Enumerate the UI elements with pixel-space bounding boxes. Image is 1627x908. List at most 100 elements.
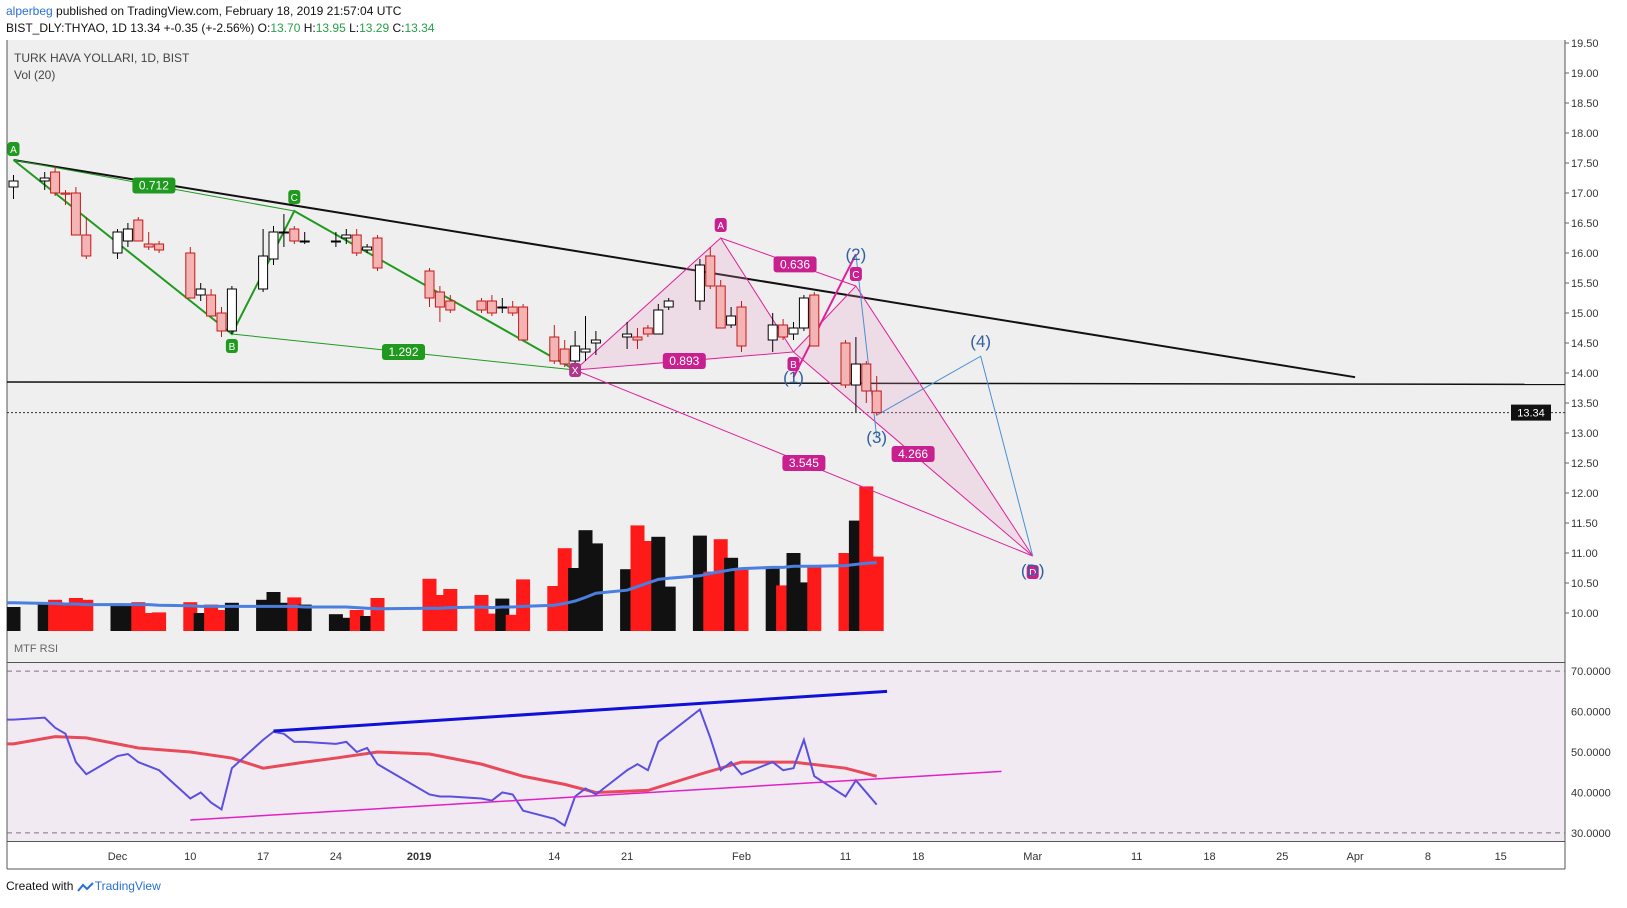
candle-body [788,327,799,335]
time-tick-label: Apr [1347,851,1364,863]
publish-info: alperbeg published on TradingView.com, F… [6,4,401,18]
candle-body [206,294,217,317]
candle-body [195,288,206,296]
low-label: L: [345,21,360,35]
rsi-indicator [7,670,1565,834]
pink-point-label: B [790,360,797,371]
green-point-label-bg [225,339,238,353]
candle-body [226,288,237,332]
candle-body [715,285,726,329]
time-axis[interactable] [7,841,1565,869]
wave-leg [792,253,857,378]
green-ratio-label: 1.292 [388,345,418,359]
candle-body [590,339,601,344]
time-tick-label: 10 [184,851,196,863]
green-ratio-label-bg [132,177,176,194]
candle-body [622,333,633,338]
candle-body [8,180,19,188]
time-tick-label: 2019 [407,851,431,863]
price-tick-label: 14.00 [1571,368,1599,380]
wave-label: (1) [783,368,804,387]
price-tick-label: 17.00 [1571,188,1599,200]
tradingview-logo-icon [76,882,94,892]
time-tick-label: 14 [548,851,560,863]
candle-body [39,177,50,182]
rsi-tick-label: 30.0000 [1571,828,1611,840]
pink-ratio-label: 0.893 [669,354,699,368]
pink-point-label: D [1029,568,1036,579]
price-tick-label: 11.50 [1571,518,1598,530]
rsi-tick-label: 40.0000 [1571,787,1611,799]
price-tick-label: 10.00 [1571,608,1599,620]
high-label: H: [300,21,316,35]
candle-body [850,363,861,386]
time-tick-label: Mar [1023,851,1042,863]
volume-bar [152,612,167,631]
green-point-label: B [229,342,236,353]
candle-body [289,228,300,242]
candle-body [559,348,570,365]
volume-ma-line [7,561,877,611]
volume-ma [7,561,877,611]
pink-point-label-bg [714,218,727,232]
candle-body [133,219,144,242]
pink-point-label-bg [787,357,800,371]
rsi-tick-label: 70.0000 [1571,666,1611,678]
open-label: O: [257,21,271,35]
time-tick-label: 11 [840,851,851,863]
last-price-tag: 13.34 [1517,408,1545,420]
pink-ratio-label-bg [662,353,706,369]
pattern-labels: A B C X A B C D 0.712 1.292 0.636 0.893 3.545 4.266 (1… [7,142,1551,580]
price-tick-label: 12.50 [1571,458,1599,470]
tradingview-link[interactable]: TradingView [94,879,161,893]
candle-body [486,300,497,314]
candle-body [330,240,341,243]
volume-bar [370,598,385,631]
candle-body [372,237,383,269]
pink-point-label-bg [1026,565,1039,579]
time-tick-label: 18 [912,851,924,863]
volume-bar [443,589,458,631]
rsi-support-line [190,770,1002,821]
candle-body [871,390,882,414]
price-tick-label: 13.50 [1571,398,1599,410]
time-tick-label: 17 [257,851,269,863]
price-tick-label: 14.50 [1571,338,1599,350]
candle-body [653,309,664,335]
time-tick-label: 21 [621,851,633,863]
time-tick-label: 15 [1495,851,1507,863]
candle-body [726,315,737,326]
price-tick-label: 18.00 [1571,128,1599,140]
candle-body [268,231,279,260]
candle-body [663,300,674,308]
time-tick-label: 25 [1276,851,1288,863]
rsi-pane[interactable] [7,663,1565,841]
low-value: 13.29 [359,21,390,35]
open-value: 13.70 [270,21,301,35]
rsi-legend: MTF RSI [14,643,58,655]
price-axis[interactable] [1565,40,1627,869]
price-pane[interactable] [7,40,1565,662]
price-tick-label: 15.50 [1571,278,1599,290]
volume-bar [734,569,749,631]
candle-body [258,255,269,290]
candle-body [570,345,581,362]
pink-point-label: A [717,221,724,232]
candle-body [424,270,435,299]
candles [8,166,882,416]
upper-trend-line [13,159,1356,379]
candle-body [809,294,820,347]
author-link[interactable]: alperbeg [6,4,53,18]
time-tick-label: Feb [732,851,751,863]
candle-body [580,348,591,353]
pink-ratio-label-bg [773,256,817,273]
pink-ratio-label: 3.545 [789,456,819,470]
candle-body [351,234,362,254]
rsi-line [7,707,878,828]
candle-body [143,243,154,248]
green-point-label: A [10,145,17,156]
wave-label: (2) [846,245,867,264]
candle-body [362,246,373,251]
pink-ratio-label-bg [891,446,935,462]
